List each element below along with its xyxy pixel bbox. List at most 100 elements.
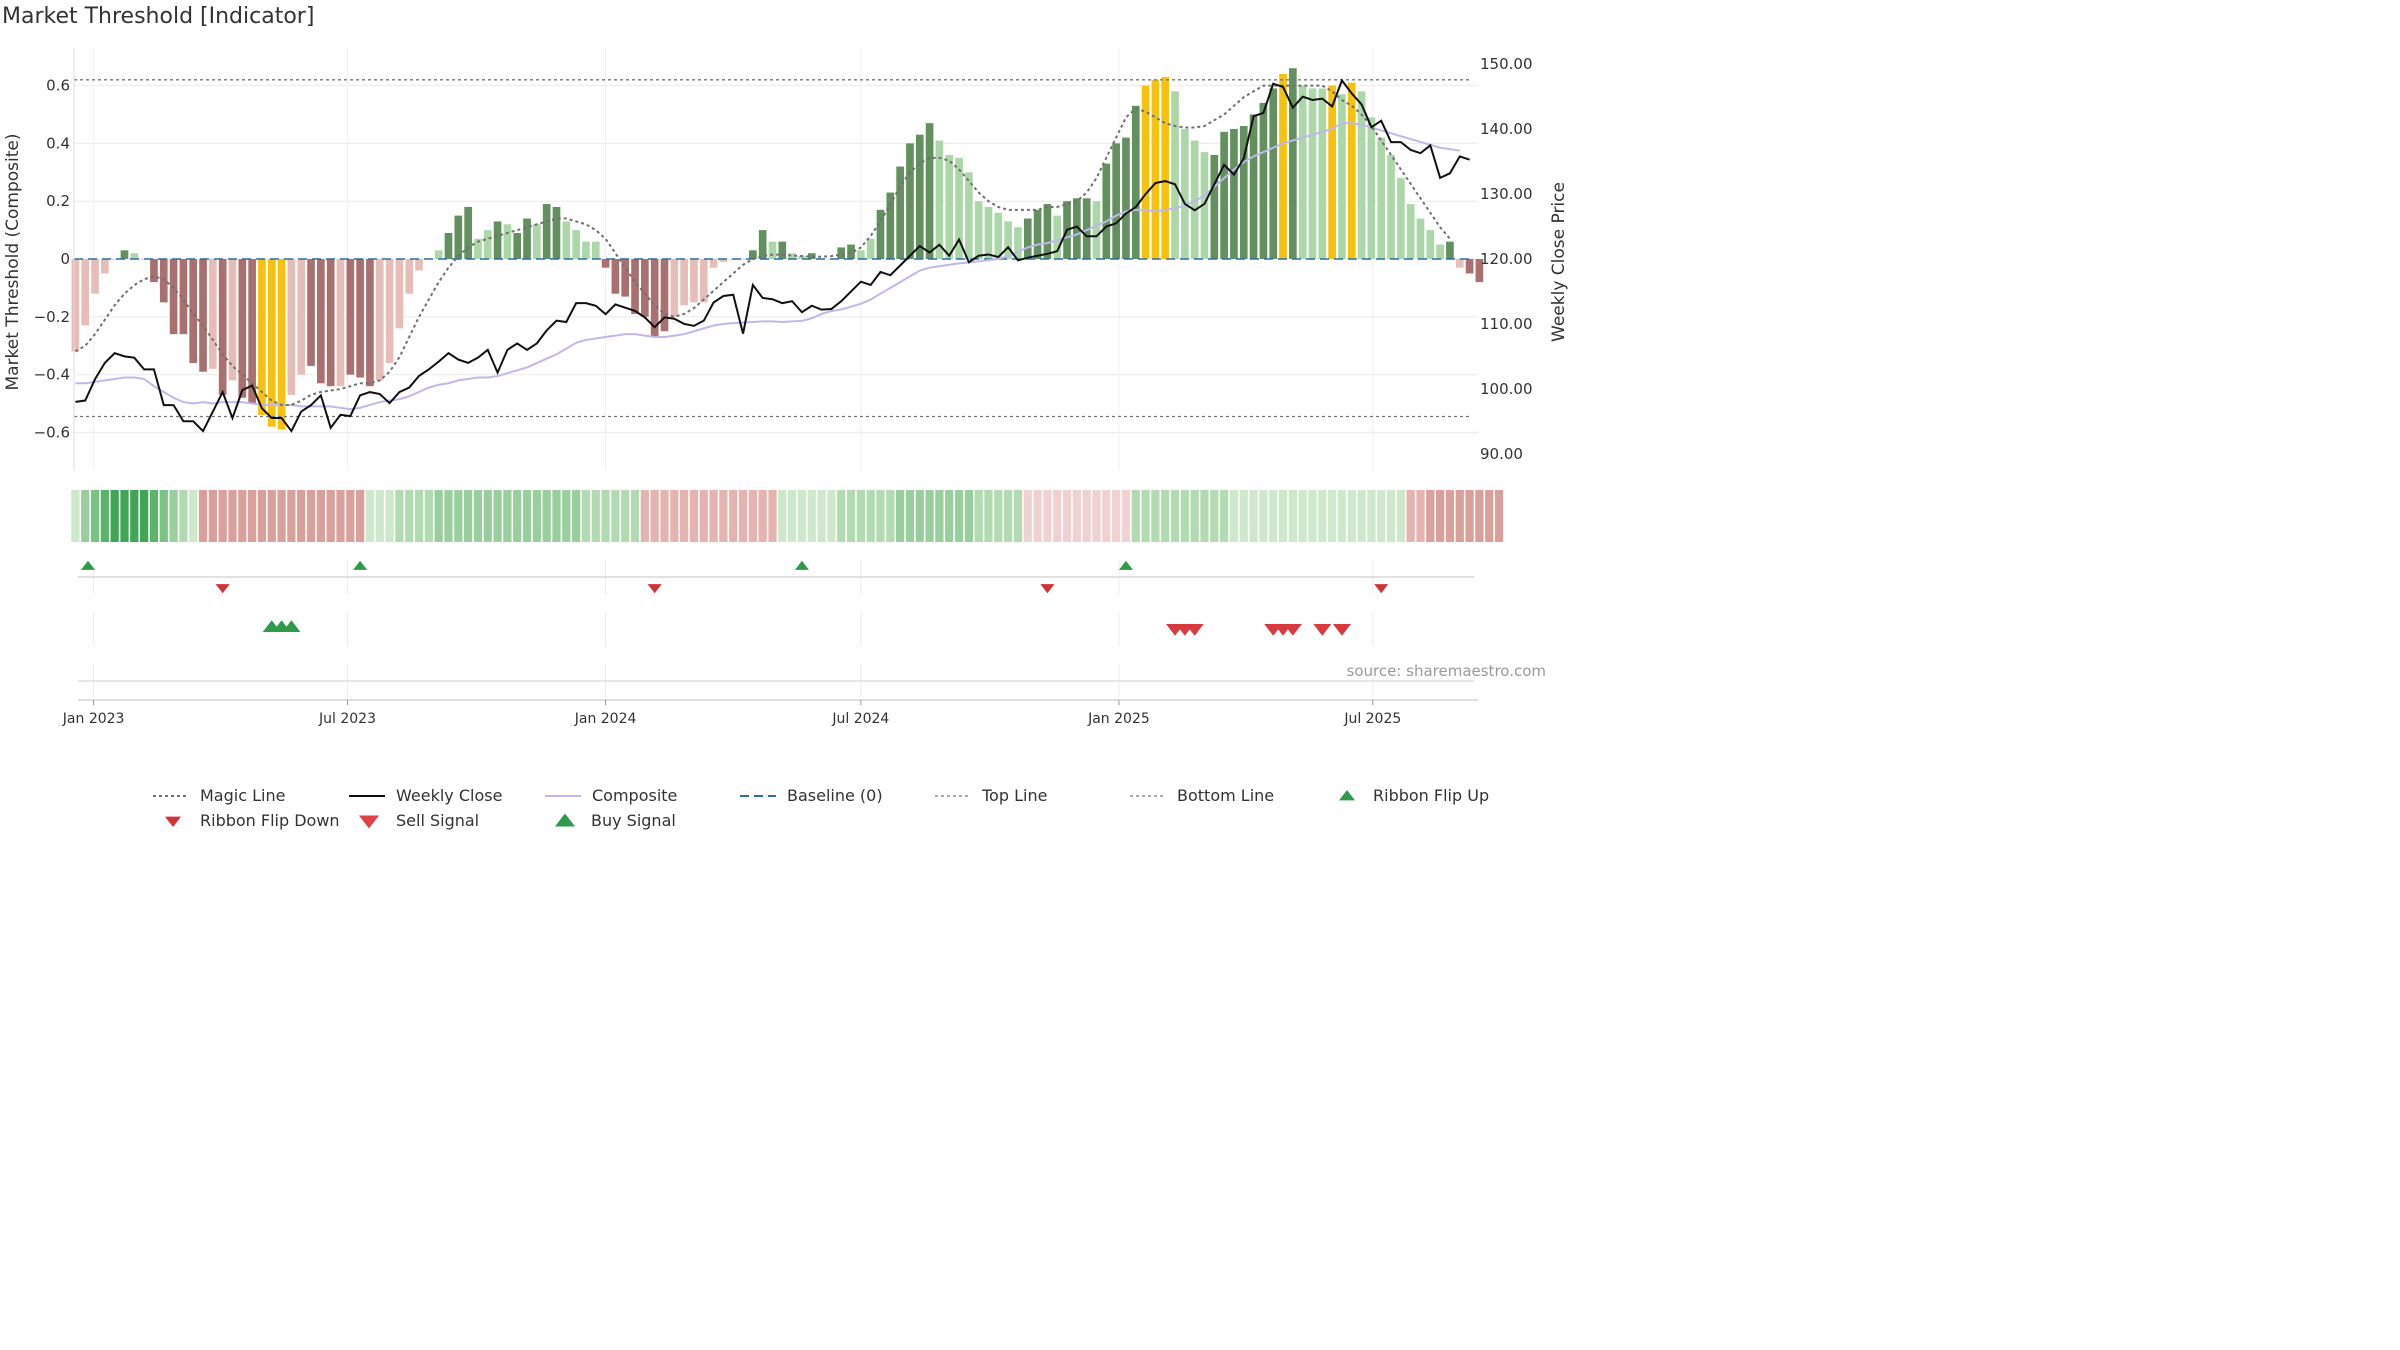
ribbon-cell: [994, 490, 1003, 542]
ribbon-cell: [1298, 490, 1307, 542]
threshold-bar: [238, 259, 247, 398]
ribbon-cell: [356, 490, 365, 542]
y2-tick-label: 110.00: [1480, 315, 1533, 333]
threshold-bar: [621, 259, 630, 297]
ribbon-cell: [1485, 490, 1494, 542]
threshold-bar: [1377, 137, 1386, 259]
y2-tick-label: 140.00: [1480, 120, 1533, 138]
threshold-bar: [1387, 154, 1395, 259]
ribbon-cell: [238, 490, 247, 542]
threshold-bar: [690, 259, 698, 303]
ribbon-cell: [591, 490, 600, 542]
ribbon-cell: [768, 490, 777, 542]
threshold-bar: [209, 259, 217, 369]
chart-title: Market Threshold [Indicator]: [2, 4, 315, 29]
ribbon-cell: [1278, 490, 1288, 542]
ribbon-cell: [218, 490, 227, 542]
threshold-bar: [81, 259, 90, 326]
ribbon-cell: [228, 490, 237, 542]
threshold-bar: [758, 230, 767, 259]
ribbon-cell: [287, 490, 296, 542]
legend-label: Sell Signal: [396, 811, 479, 830]
threshold-bar: [1406, 204, 1415, 259]
threshold-bar: [1328, 85, 1336, 259]
ribbon-cell: [552, 490, 561, 542]
ribbon-cell: [208, 490, 217, 542]
threshold-bar: [680, 259, 688, 306]
threshold-bar: [984, 206, 993, 259]
threshold-bar: [1308, 88, 1317, 259]
threshold-bar: [1455, 259, 1464, 268]
ribbon-cell: [1023, 490, 1032, 542]
threshold-bar: [1033, 209, 1042, 259]
ribbon-cell: [689, 490, 699, 542]
x-tick-label: Jan 2025: [1087, 711, 1150, 727]
threshold-bar: [248, 259, 256, 404]
threshold-bar: [1190, 140, 1199, 259]
ribbon-cell: [522, 490, 532, 542]
threshold-bar: [788, 253, 796, 259]
legend-label: Buy Signal: [591, 811, 676, 830]
threshold-bar: [542, 204, 551, 259]
threshold-bar: [474, 238, 482, 259]
threshold-bar: [847, 244, 855, 259]
y2-tick-label: 90.00: [1480, 445, 1523, 463]
threshold-bar: [199, 259, 207, 372]
threshold-bar: [297, 259, 306, 375]
y-tick-label: −0.4: [34, 366, 70, 384]
threshold-bar: [955, 157, 963, 259]
threshold-bar: [1436, 244, 1444, 259]
legend-item: Sell Signal: [359, 811, 479, 830]
legend-buy-signal-swatch: [555, 813, 575, 827]
y-tick-label: 0.2: [46, 192, 70, 210]
threshold-bar: [493, 221, 502, 259]
threshold-bar: [1220, 131, 1228, 259]
y-tick-label: 0.6: [46, 77, 70, 95]
ribbon-cell: [297, 490, 306, 542]
ribbon-cell: [621, 490, 630, 542]
legend: Magic Line Weekly Close Composite Baseline …: [153, 786, 1489, 830]
ribbon-cell: [90, 490, 100, 542]
ribbon-cell: [630, 490, 640, 542]
ribbon-cell: [493, 490, 502, 542]
threshold-bar: [258, 259, 266, 416]
threshold-bar: [1014, 227, 1022, 259]
threshold-bar: [1141, 85, 1150, 259]
ribbon-cell: [306, 490, 316, 542]
legend-label: Ribbon Flip Up: [1373, 786, 1489, 805]
y2-axis-label: Weekly Close Price: [1549, 182, 1568, 342]
legend-label: Baseline (0): [787, 786, 883, 805]
x-tick-label: Jul 2023: [318, 711, 376, 727]
threshold-bar: [709, 259, 718, 268]
threshold-bar: [641, 259, 649, 317]
x-tick-label: Jan 2024: [574, 711, 637, 727]
ribbon-cell: [807, 490, 816, 542]
threshold-bar: [1298, 85, 1307, 259]
ribbon-cell: [1220, 490, 1229, 542]
threshold-bar: [1249, 114, 1258, 259]
threshold-bar: [91, 259, 99, 294]
threshold-band-lines: [74, 79, 1470, 418]
threshold-bar: [749, 250, 757, 259]
ribbon-cell: [159, 490, 168, 542]
ribbon-flip-down-marker: [215, 584, 230, 594]
legend-ribbon-flip-down-swatch: [165, 816, 181, 827]
ribbon-cell: [974, 490, 983, 542]
threshold-bar: [1230, 128, 1238, 259]
ribbon-cell: [1180, 490, 1189, 542]
threshold-bar: [582, 241, 590, 259]
threshold-bar: [395, 259, 404, 329]
threshold-bar: [120, 250, 129, 259]
ribbon-cell: [1426, 490, 1435, 542]
sell-signal-marker: [1332, 624, 1351, 636]
ribbon-cell: [778, 490, 787, 542]
threshold-bar: [886, 192, 895, 259]
ribbon-cell: [1416, 490, 1425, 542]
threshold-bar: [837, 247, 846, 259]
threshold-bar: [454, 215, 463, 259]
ribbon-cell: [611, 490, 620, 542]
source-label: source: sharemaestro.com: [1347, 662, 1547, 680]
ribbon-cell: [660, 490, 669, 542]
ribbon-cell: [925, 490, 934, 542]
ribbon-cell: [149, 490, 159, 542]
